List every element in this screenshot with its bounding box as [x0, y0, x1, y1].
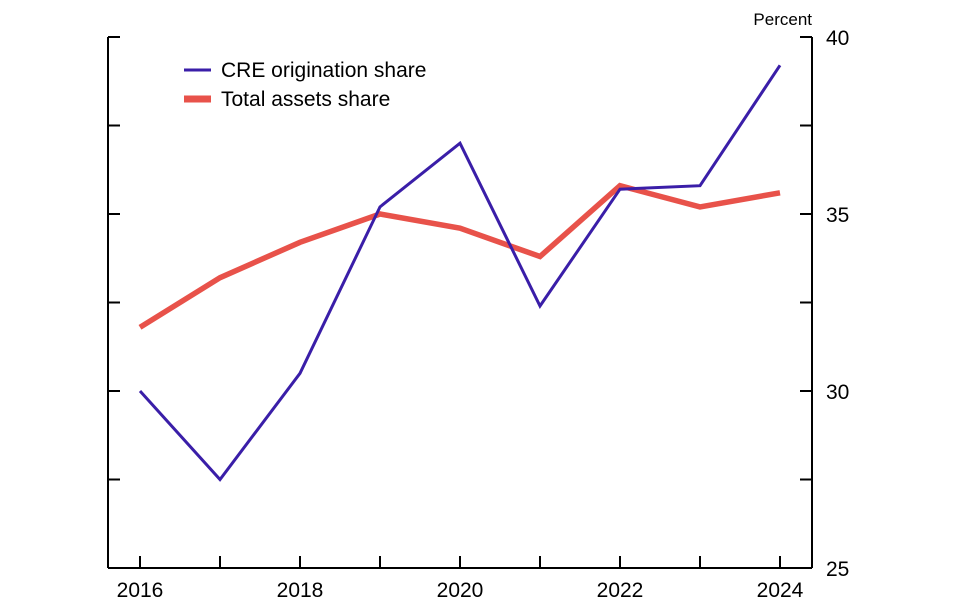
legend: CRE origination share Total assets share: [184, 59, 426, 111]
x-tick-label: 2018: [277, 579, 324, 602]
plot-frame: [107, 37, 813, 569]
series-line-cre-origination-share: [138, 64, 782, 482]
x-tick-label: 2022: [597, 579, 644, 602]
y-tick-label: 25: [826, 558, 849, 581]
series-layer: [138, 64, 782, 482]
legend-label: CRE origination share: [221, 59, 426, 82]
x-tick-label: 2016: [117, 579, 164, 602]
y-tick-label: 40: [826, 27, 849, 50]
x-axis-ticks: 2016 2018 2020 2022 2024: [117, 556, 804, 602]
y-tick-label: 35: [826, 204, 849, 227]
x-tick-label: 2024: [757, 579, 804, 602]
y-axis-unit-label: Percent: [753, 10, 812, 29]
legend-label: Total assets share: [221, 88, 390, 111]
x-tick-label: 2020: [437, 579, 484, 602]
y-axis-ticks: 25 30 35 40: [108, 27, 849, 581]
y-tick-label: 30: [826, 381, 849, 404]
series-line-total-assets-share: [138, 182, 781, 330]
